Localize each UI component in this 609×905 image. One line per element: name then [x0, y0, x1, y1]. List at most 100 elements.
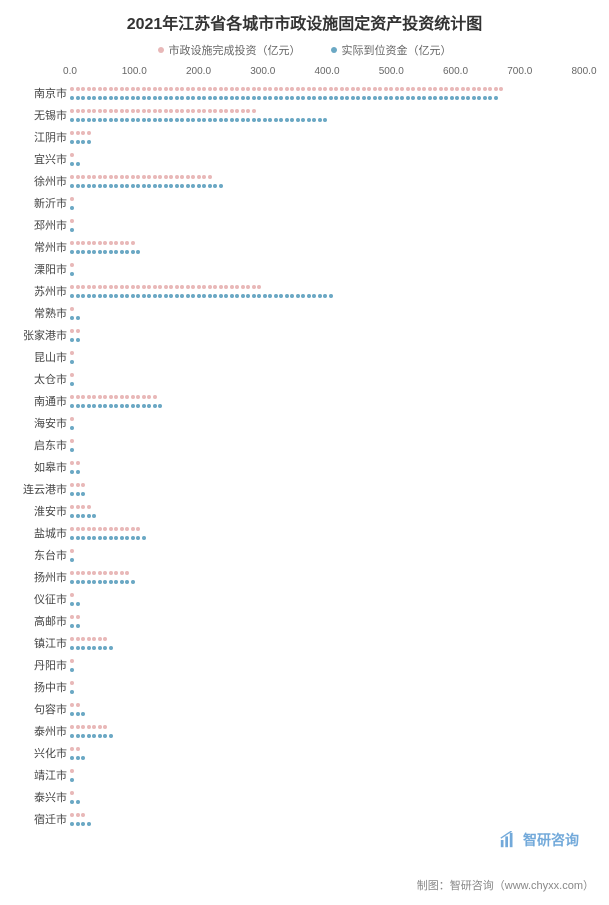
bars — [70, 786, 584, 808]
legend-dot-1 — [158, 47, 164, 53]
series1-bar — [70, 327, 80, 335]
series2-bar — [70, 754, 85, 762]
x-tick: 500.0 — [379, 66, 404, 77]
y-label: 镇江市 — [15, 635, 67, 651]
series1-bar — [70, 371, 74, 379]
chart-row: 高邮市 — [70, 610, 584, 632]
chart-row: 南京市 — [70, 82, 584, 104]
series2-bar — [70, 534, 146, 542]
bars — [70, 280, 584, 302]
chart-row: 邳州市 — [70, 214, 584, 236]
series1-bar — [70, 635, 107, 643]
series1-bar — [70, 415, 74, 423]
x-axis: 0.0100.0200.0300.0400.0500.0600.0700.080… — [70, 66, 584, 82]
bars — [70, 104, 584, 126]
chart-row: 南通市 — [70, 390, 584, 412]
y-label: 苏州市 — [15, 283, 67, 299]
y-label: 徐州市 — [15, 173, 67, 189]
y-label: 东台市 — [15, 547, 67, 563]
series1-bar — [70, 85, 503, 93]
chart-row: 连云港市 — [70, 478, 584, 500]
y-label: 太仓市 — [15, 371, 67, 387]
bars — [70, 478, 584, 500]
series2-bar — [70, 666, 74, 674]
x-tick: 200.0 — [186, 66, 211, 77]
y-label: 连云港市 — [15, 481, 67, 497]
y-label: 靖江市 — [15, 767, 67, 783]
y-label: 句容市 — [15, 701, 67, 717]
x-tick: 700.0 — [507, 66, 532, 77]
y-label: 南京市 — [15, 85, 67, 101]
series2-bar — [70, 644, 113, 652]
x-tick: 600.0 — [443, 66, 468, 77]
bars — [70, 324, 584, 346]
bars — [70, 808, 584, 830]
series2-bar — [70, 600, 80, 608]
series1-bar — [70, 173, 212, 181]
bars — [70, 720, 584, 742]
series1-bar — [70, 283, 261, 291]
series2-bar — [70, 468, 80, 476]
series2-bar — [70, 94, 498, 102]
series2-bar — [70, 314, 80, 322]
series1-bar — [70, 305, 74, 313]
footer-credit: 制图：智研咨询（www.chyxx.com） — [417, 877, 594, 893]
series1-bar — [70, 547, 74, 555]
chart-row: 宜兴市 — [70, 148, 584, 170]
y-label: 泰州市 — [15, 723, 67, 739]
y-label: 昆山市 — [15, 349, 67, 365]
bars — [70, 764, 584, 786]
chart-row: 启东市 — [70, 434, 584, 456]
series2-bar — [70, 424, 74, 432]
series2-bar — [70, 556, 74, 564]
y-label: 常州市 — [15, 239, 67, 255]
chart-row: 东台市 — [70, 544, 584, 566]
y-label: 江阴市 — [15, 129, 67, 145]
series2-bar — [70, 204, 74, 212]
bars — [70, 632, 584, 654]
bars — [70, 368, 584, 390]
y-label: 高邮市 — [15, 613, 67, 629]
y-label: 新沂市 — [15, 195, 67, 211]
bars — [70, 522, 584, 544]
series2-bar — [70, 820, 91, 828]
watermark-icon — [499, 831, 517, 849]
legend-dot-2 — [331, 47, 337, 53]
chart-row: 盐城市 — [70, 522, 584, 544]
bars — [70, 566, 584, 588]
series1-bar — [70, 349, 74, 357]
bars — [70, 192, 584, 214]
y-label: 如皋市 — [15, 459, 67, 475]
chart-row: 淮安市 — [70, 500, 584, 522]
bars — [70, 126, 584, 148]
chart-row: 张家港市 — [70, 324, 584, 346]
series2-bar — [70, 226, 74, 234]
series1-bar — [70, 217, 74, 225]
series1-bar — [70, 613, 80, 621]
chart-row: 徐州市 — [70, 170, 584, 192]
series2-bar — [70, 798, 80, 806]
x-tick: 400.0 — [314, 66, 339, 77]
series1-bar — [70, 107, 256, 115]
chart-row: 海安市 — [70, 412, 584, 434]
series2-bar — [70, 732, 113, 740]
chart-body: 南京市无锡市江阴市宜兴市徐州市新沂市邳州市常州市溧阳市苏州市常熟市张家港市昆山市… — [70, 82, 584, 830]
watermark-text: 智研咨询 — [523, 830, 579, 850]
series2-bar — [70, 116, 327, 124]
series1-bar — [70, 393, 157, 401]
series1-bar — [70, 701, 80, 709]
series1-bar — [70, 745, 80, 753]
chart-row: 泰州市 — [70, 720, 584, 742]
series1-bar — [70, 789, 74, 797]
y-label: 泰兴市 — [15, 789, 67, 805]
series1-bar — [70, 261, 74, 269]
legend-item-1: 市政设施完成投资（亿元） — [158, 42, 301, 58]
series1-bar — [70, 723, 107, 731]
x-tick: 0.0 — [63, 66, 77, 77]
bars — [70, 170, 584, 192]
y-label: 邳州市 — [15, 217, 67, 233]
bars — [70, 456, 584, 478]
y-label: 淮安市 — [15, 503, 67, 519]
series1-bar — [70, 437, 74, 445]
series1-bar — [70, 767, 74, 775]
